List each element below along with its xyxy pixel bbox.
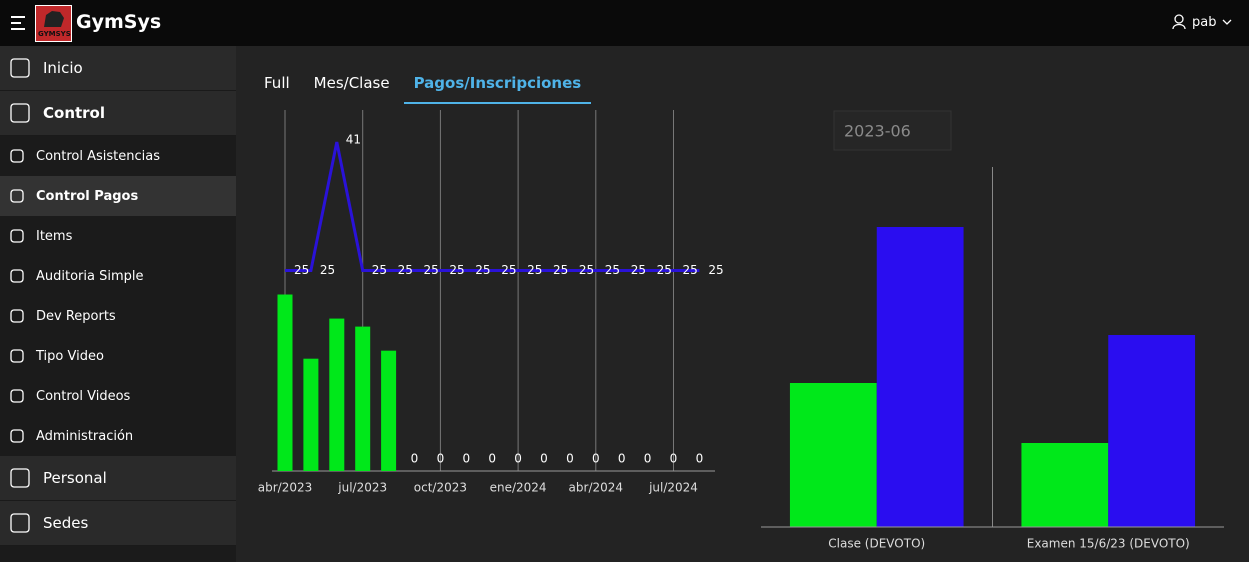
bar xyxy=(277,294,293,471)
sidebar: Inicio Control Control Asistencias Control … xyxy=(0,46,236,562)
nav-item[interactable]: Tipo Video xyxy=(0,336,236,376)
data-label: 25 xyxy=(320,263,335,277)
nav-item[interactable]: Administración xyxy=(0,416,236,456)
data-label: 0 xyxy=(540,452,548,466)
data-label: 41 xyxy=(346,133,361,147)
bar xyxy=(329,318,345,471)
nav-icon xyxy=(10,269,24,283)
nav-item[interactable]: Inicio xyxy=(0,46,236,91)
nav-label: Tipo Video xyxy=(36,348,104,364)
tab[interactable]: Mes/Clase xyxy=(313,74,390,92)
nav-item[interactable]: Control xyxy=(0,91,236,136)
data-label: 25 xyxy=(631,263,646,277)
bar xyxy=(1108,335,1196,527)
logo-text: GYMSYS xyxy=(38,30,71,38)
nav-icon xyxy=(10,149,24,163)
nav-item[interactable]: Items xyxy=(0,216,236,256)
data-label: 0 xyxy=(644,452,652,466)
x-tick-label: jul/2023 xyxy=(337,481,387,495)
data-label: 25 xyxy=(398,263,413,277)
app-name[interactable]: GymSys xyxy=(76,11,162,33)
data-label: 0 xyxy=(514,452,522,466)
tabs: Full Mes/Clase Pagos/Inscripciones xyxy=(254,66,595,104)
x-tick-label: abr/2023 xyxy=(258,481,313,495)
x-tick-label: Examen 15/6/23 (DEVOTO) xyxy=(1027,537,1190,551)
nav-label: Control xyxy=(43,104,106,122)
data-label: 25 xyxy=(553,263,568,277)
data-label: 25 xyxy=(579,263,594,277)
menu-toggle[interactable] xyxy=(11,16,29,30)
nav-label: Sedes xyxy=(43,514,89,532)
bar xyxy=(789,383,877,527)
logo: GYMSYS xyxy=(35,5,72,42)
nav-icon xyxy=(10,309,24,323)
x-tick-label: abr/2024 xyxy=(569,481,624,495)
nav-label: Inicio xyxy=(43,59,83,77)
data-label: 25 xyxy=(449,263,464,277)
bar xyxy=(355,326,371,471)
bar xyxy=(303,358,319,471)
nav-icon xyxy=(10,389,24,403)
nav-icon xyxy=(10,189,24,203)
data-label: 25 xyxy=(605,263,620,277)
data-label: 25 xyxy=(683,263,698,277)
data-label: 25 xyxy=(708,263,723,277)
nav-icon xyxy=(10,349,24,363)
nav-icon xyxy=(10,103,30,123)
x-tick-label: jul/2024 xyxy=(648,481,698,495)
data-label: 0 xyxy=(696,452,704,466)
data-label: 25 xyxy=(294,263,309,277)
nav-label: Administración xyxy=(36,428,134,444)
nav-label: Personal xyxy=(43,469,107,487)
nav-label: Auditoria Simple xyxy=(36,268,144,284)
header: GYMSYS GymSys pab xyxy=(0,0,1249,46)
nav-label: Control Videos xyxy=(36,388,131,404)
nav-label: Dev Reports xyxy=(36,308,116,324)
data-label: 25 xyxy=(424,263,439,277)
nav-item[interactable]: Personal xyxy=(0,456,236,501)
bar xyxy=(1021,443,1109,527)
x-tick-label: Clase (DEVOTO) xyxy=(828,537,925,551)
bar xyxy=(381,350,397,471)
nav-icon xyxy=(10,229,24,243)
nav-item[interactable]: Dev Reports xyxy=(0,296,236,336)
nav-icon xyxy=(10,513,30,533)
tab[interactable]: Full xyxy=(264,74,290,92)
nav-item[interactable]: Control Videos xyxy=(0,376,236,416)
nav-label: Control Pagos xyxy=(36,188,139,204)
nav-icon xyxy=(10,429,24,443)
data-label: 0 xyxy=(411,452,419,466)
user-name: pab xyxy=(1192,14,1217,30)
nav-item[interactable]: Auditoria Simple xyxy=(0,256,236,296)
data-label: 25 xyxy=(501,263,516,277)
nav-icon xyxy=(10,58,30,78)
nav-item[interactable]: Control Pagos xyxy=(0,176,236,216)
nav-label: Control Asistencias xyxy=(36,148,161,164)
data-label: 0 xyxy=(437,452,445,466)
x-tick-label: ene/2024 xyxy=(490,481,547,495)
data-label: 25 xyxy=(372,263,387,277)
charts: 2023-06 abr/2023 jul/2023 oct/2023 ene/2024 a… xyxy=(258,110,1224,551)
tab[interactable]: Pagos/Inscripciones xyxy=(403,66,592,104)
nav-item[interactable]: Sedes xyxy=(0,501,236,546)
line xyxy=(285,141,700,272)
data-label: 25 xyxy=(527,263,542,277)
data-label: 25 xyxy=(657,263,672,277)
x-tick-label: oct/2023 xyxy=(414,481,467,495)
nav-label: Items xyxy=(36,228,73,244)
data-label: 25 xyxy=(475,263,490,277)
data-label: 0 xyxy=(488,452,496,466)
data-label: 0 xyxy=(592,452,600,466)
date-input-value: 2023-06 xyxy=(844,122,911,141)
user-menu[interactable]: pab xyxy=(1172,14,1233,30)
data-label: 0 xyxy=(566,452,574,466)
data-label: 0 xyxy=(618,452,626,466)
date-input[interactable] xyxy=(833,110,952,151)
nav-icon xyxy=(10,468,30,488)
bar xyxy=(876,227,964,527)
nav-item[interactable]: Control Asistencias xyxy=(0,136,236,176)
data-label: 0 xyxy=(462,452,470,466)
data-label: 0 xyxy=(670,452,678,466)
